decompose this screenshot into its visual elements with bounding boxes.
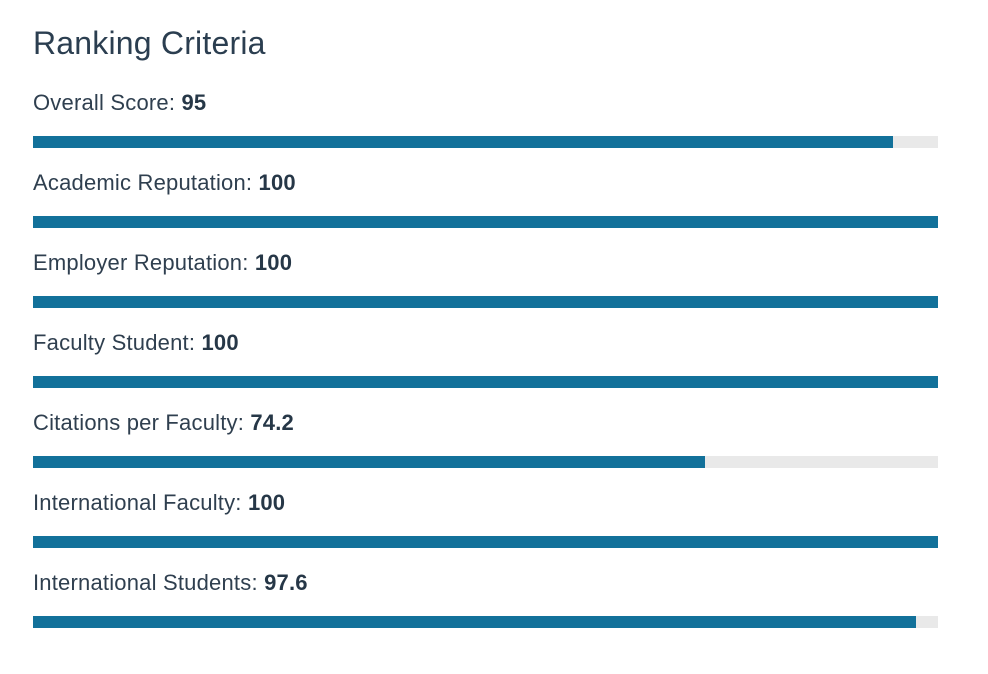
score-bar-fill — [33, 536, 938, 548]
score-bar-track — [33, 216, 938, 228]
criterion-international-faculty: International Faculty: 100 — [33, 488, 938, 568]
ranking-criteria-panel: Ranking Criteria Overall Score: 95 Acade… — [33, 20, 938, 648]
criterion-citations-per-faculty: Citations per Faculty: 74.2 — [33, 408, 938, 488]
criterion-value: 95 — [182, 90, 207, 115]
criterion-employer-reputation: Employer Reputation: 100 — [33, 248, 938, 328]
criterion-label: Faculty Student: 100 — [33, 328, 938, 358]
criterion-label: Employer Reputation: 100 — [33, 248, 938, 278]
criterion-name: Academic Reputation: — [33, 170, 252, 195]
criterion-name: Overall Score: — [33, 90, 175, 115]
score-bar-fill — [33, 616, 916, 628]
score-bar-fill — [33, 216, 938, 228]
score-bar-track — [33, 296, 938, 308]
score-bar-track — [33, 456, 938, 468]
criterion-name: Faculty Student: — [33, 330, 195, 355]
criterion-value: 97.6 — [264, 570, 308, 595]
score-bar-track — [33, 536, 938, 548]
section-title: Ranking Criteria — [33, 20, 938, 66]
criterion-value: 100 — [248, 490, 285, 515]
criterion-name: Citations per Faculty: — [33, 410, 244, 435]
score-bar-fill — [33, 376, 938, 388]
criterion-academic-reputation: Academic Reputation: 100 — [33, 168, 938, 248]
criterion-label: Citations per Faculty: 74.2 — [33, 408, 938, 438]
criterion-label: Overall Score: 95 — [33, 88, 938, 118]
score-bar-track — [33, 136, 938, 148]
score-bar-fill — [33, 296, 938, 308]
criterion-value: 100 — [259, 170, 296, 195]
score-bar-fill — [33, 456, 705, 468]
criterion-name: Employer Reputation: — [33, 250, 249, 275]
criterion-value: 100 — [255, 250, 292, 275]
criterion-label: International Students: 97.6 — [33, 568, 938, 598]
criterion-label: Academic Reputation: 100 — [33, 168, 938, 198]
criterion-label: International Faculty: 100 — [33, 488, 938, 518]
criterion-value: 100 — [202, 330, 239, 355]
score-bar-track — [33, 616, 938, 628]
criterion-value: 74.2 — [250, 410, 294, 435]
criterion-international-students: International Students: 97.6 — [33, 568, 938, 648]
criterion-faculty-student: Faculty Student: 100 — [33, 328, 938, 408]
criterion-overall-score: Overall Score: 95 — [33, 88, 938, 168]
criteria-list: Overall Score: 95 Academic Reputation: 1… — [33, 88, 938, 648]
score-bar-fill — [33, 136, 893, 148]
criterion-name: International Students: — [33, 570, 258, 595]
score-bar-track — [33, 376, 938, 388]
criterion-name: International Faculty: — [33, 490, 242, 515]
